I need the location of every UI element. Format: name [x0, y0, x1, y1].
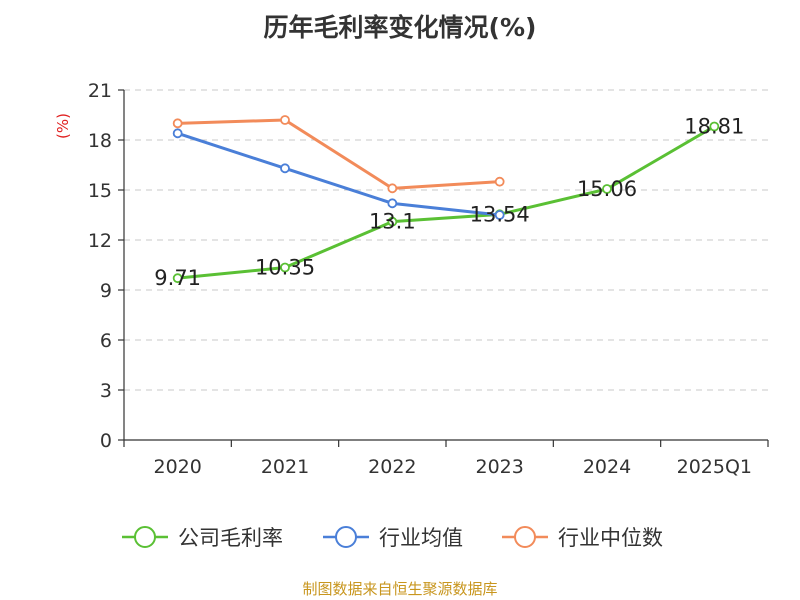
data-point [172, 128, 183, 139]
data-point [387, 216, 398, 227]
y-axis-label: (%) [54, 113, 72, 139]
y-tick-label: 0 [100, 430, 112, 452]
data-point [172, 118, 183, 129]
data-point [280, 262, 290, 273]
series-line-2 [177, 118, 500, 190]
data-point [494, 176, 505, 187]
data-point [280, 115, 290, 125]
y-tick-label: 12 [88, 230, 112, 252]
data-point [280, 163, 290, 174]
data-label: 13.54 [470, 202, 530, 226]
y-tick-label: 21 [88, 80, 112, 102]
series-line-0 [177, 125, 716, 280]
axes: 0 3 6 9 12 15 18 21 2020 2021 2022 2023 2024 2025Q1 (%… [54, 80, 769, 478]
legend: 公司毛利率 行业均值 行业中位数 [122, 526, 663, 550]
legend-label: 行业均值 [379, 526, 463, 550]
source-note: 制图数据来自恒生聚源数据库 [302, 580, 498, 598]
series-lines [172, 115, 720, 284]
x-tick-label: 2021 [261, 456, 309, 478]
data-label: 10.35 [255, 256, 315, 280]
legend-label: 行业中位数 [558, 526, 663, 550]
legend-marker [335, 526, 357, 548]
data-point [387, 183, 398, 194]
data-point [387, 198, 398, 209]
data-point [602, 184, 612, 194]
data-label: 18.81 [684, 115, 744, 139]
series-line-1 [177, 131, 500, 217]
y-tick-label: 9 [100, 280, 112, 302]
data-label: 13.1 [369, 210, 416, 234]
data-labels: 9.71 10.35 13.1 13.54 15.06 18.81 [154, 115, 744, 291]
chart-title: 历年毛利率变化情况(%) [263, 13, 537, 42]
x-tick-label: 2025Q1 [677, 456, 752, 478]
data-label: 15.06 [577, 177, 637, 201]
grid-lines [124, 89, 768, 391]
y-tick-label: 15 [88, 180, 112, 202]
y-tick-label: 18 [88, 130, 112, 152]
data-point [494, 210, 505, 220]
data-point [709, 121, 720, 132]
y-tick-label: 3 [100, 380, 112, 402]
x-tick-label: 2024 [583, 456, 631, 478]
x-tick-label: 2020 [153, 456, 201, 478]
legend-label: 公司毛利率 [178, 526, 283, 550]
x-tick-label: 2023 [475, 456, 523, 478]
legend-marker [514, 526, 536, 548]
legend-marker [134, 526, 156, 548]
y-tick-label: 6 [100, 330, 112, 352]
x-tick-label: 2022 [368, 456, 416, 478]
data-point [172, 273, 183, 284]
data-label: 9.71 [154, 266, 201, 290]
